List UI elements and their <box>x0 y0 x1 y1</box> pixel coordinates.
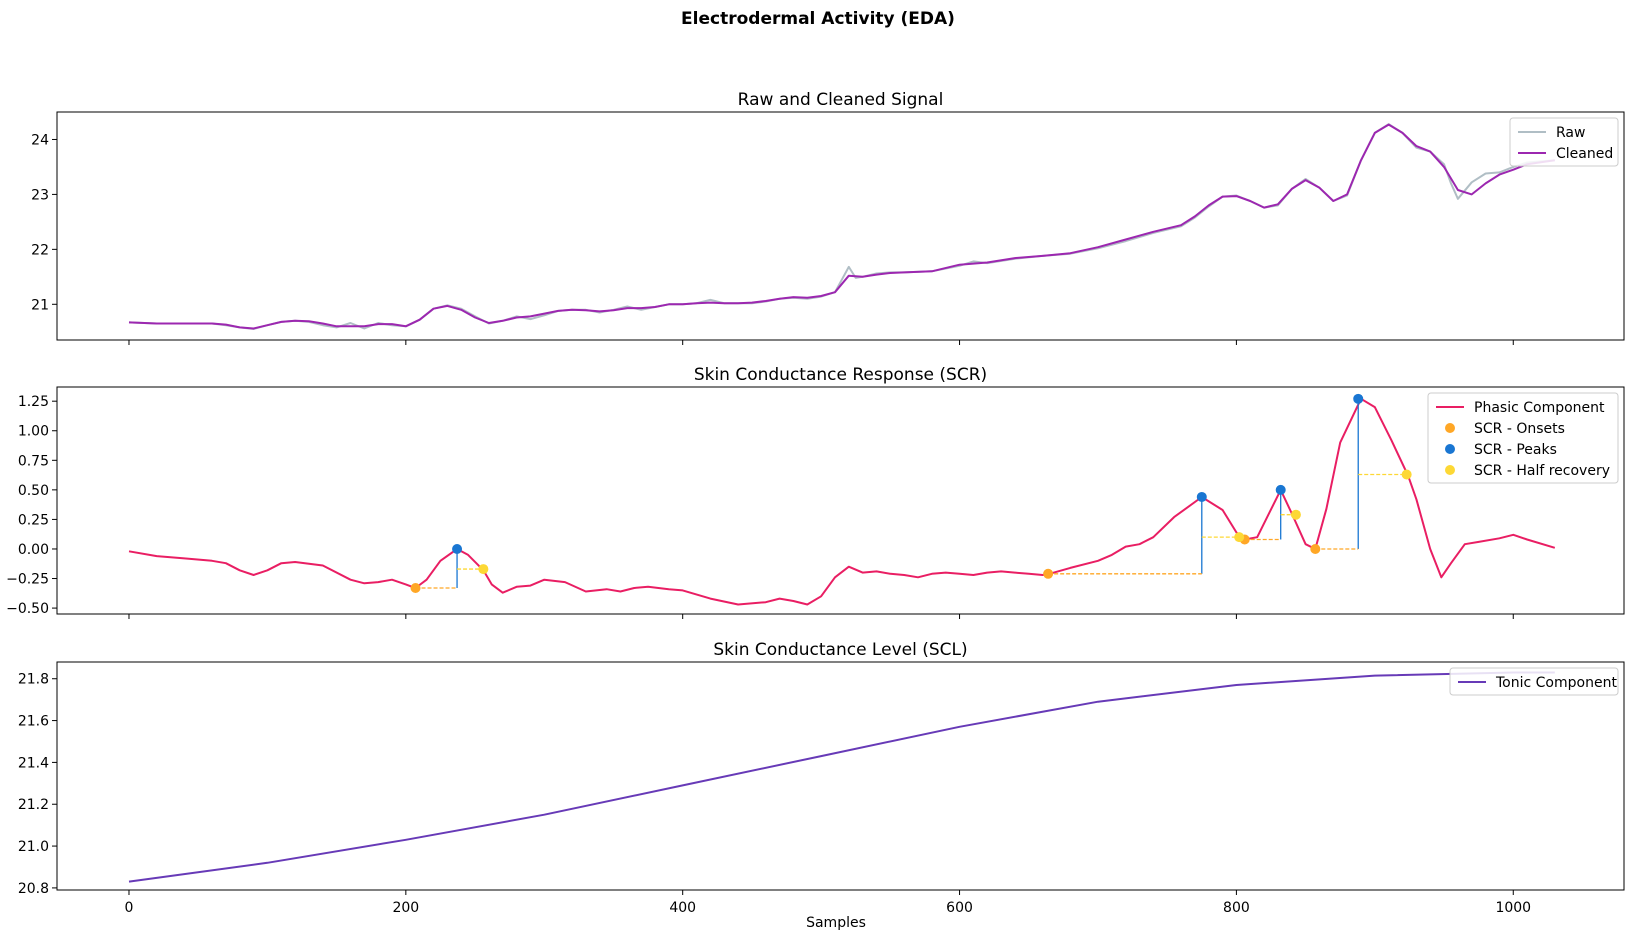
legend: Raw Cleaned <box>1509 117 1619 167</box>
legend-box <box>1449 667 1619 696</box>
y-tick-label: 21.2 <box>18 797 49 813</box>
scr-peak-point <box>1196 491 1207 502</box>
y-tick-label: 0.50 <box>18 483 49 499</box>
scr-half-recovery-point <box>478 564 489 575</box>
x-tick-label: 1000 <box>1495 900 1531 916</box>
legend-label: SCR - Peaks <box>1474 442 1557 458</box>
legend: Tonic Component <box>1449 667 1619 696</box>
legend-label: SCR - Onsets <box>1474 421 1565 437</box>
panel-title: Skin Conductance Response (SCR) <box>694 365 987 385</box>
scr-half-recovery-point <box>1401 469 1412 480</box>
y-tick-label: 1.00 <box>18 424 49 440</box>
plot-area <box>128 393 1556 606</box>
panel-title: Raw and Cleaned Signal <box>738 90 944 110</box>
y-tick-label: 21.8 <box>18 672 49 688</box>
y-tick-label: 22 <box>31 242 49 258</box>
panel-3: Skin Conductance Level (SCL) 20.8 21.0 21.2… <box>18 640 1625 916</box>
x-tick-label: 0 <box>125 900 134 916</box>
y-tick-label: 0.00 <box>18 542 49 558</box>
legend-label: Raw <box>1556 125 1585 141</box>
scr-peak-point <box>1353 393 1364 404</box>
cleaned-line <box>128 123 1555 330</box>
legend-swatch-dot <box>1445 423 1455 433</box>
legend-label: SCR - Half recovery <box>1474 463 1610 479</box>
figure-title: Electrodermal Activity (EDA) <box>681 9 955 29</box>
raw-line <box>128 123 1555 330</box>
y-tick-label: 20.8 <box>18 881 49 897</box>
axes-frame <box>56 386 1625 615</box>
x-tick-label: 800 <box>1223 900 1250 916</box>
panel-2: Skin Conductance Response (SCR) −0.50 −0.2… <box>6 365 1625 619</box>
x-axis-label: Samples <box>806 915 866 931</box>
x-tick-label: 400 <box>669 900 696 916</box>
y-tick-label: 0.25 <box>18 512 49 528</box>
y-tick-label: 21.0 <box>18 839 49 855</box>
scr-onset-point <box>1043 568 1054 579</box>
phasic-line <box>128 397 1556 606</box>
plot-area <box>128 123 1555 330</box>
scr-half-recovery-point <box>1234 532 1245 543</box>
y-tick-label: 21.4 <box>18 755 49 771</box>
legend-label: Phasic Component <box>1474 400 1605 416</box>
legend-label: Tonic Component <box>1495 675 1617 691</box>
y-tick-label: 24 <box>31 132 49 148</box>
axes-frame <box>56 661 1625 891</box>
y-tick-label: −0.50 <box>6 601 49 617</box>
scr-onset-point <box>410 582 421 593</box>
x-tick-label: 600 <box>946 900 973 916</box>
legend-swatch-dot <box>1445 465 1455 475</box>
x-tick-label: 200 <box>392 900 419 916</box>
legend-label: Cleaned <box>1556 146 1613 162</box>
tonic-line <box>128 671 1555 883</box>
scr-peak-point <box>1275 484 1286 495</box>
panel-title: Skin Conductance Level (SCL) <box>713 640 967 660</box>
y-tick-label: 23 <box>31 187 49 203</box>
legend: Phasic Component SCR - Onsets SCR - Peaks S… <box>1427 392 1619 484</box>
y-tick-label: 0.75 <box>18 453 49 469</box>
scr-peak-point <box>452 543 463 554</box>
axes-frame <box>56 111 1625 341</box>
legend-box <box>1427 392 1619 484</box>
y-tick-label: −0.25 <box>6 572 49 588</box>
scr-onset-point <box>1310 543 1321 554</box>
y-tick-label: 21 <box>31 297 49 313</box>
scr-half-recovery-point <box>1290 509 1301 520</box>
plot-area <box>128 671 1555 883</box>
legend-swatch-dot <box>1445 444 1455 454</box>
panel-1: Raw and Cleaned Signal 21 22 23 24 Raw Cleaned <box>31 90 1625 345</box>
y-tick-label: 1.25 <box>18 394 49 410</box>
y-tick-label: 21.6 <box>18 714 49 730</box>
